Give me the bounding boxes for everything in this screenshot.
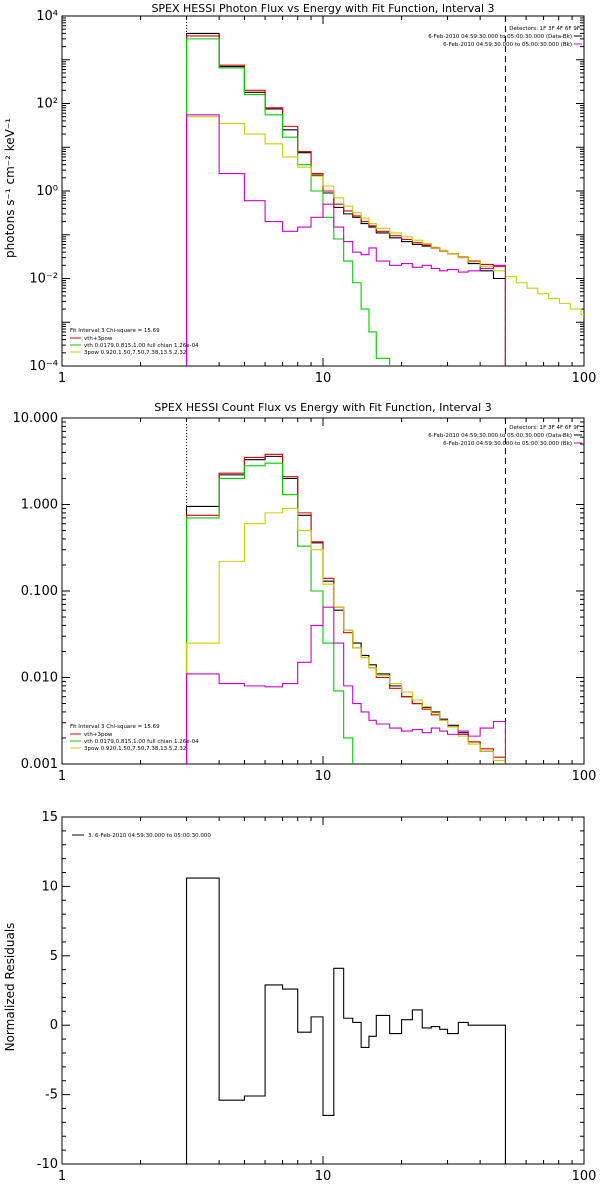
x-tick-label: 10 bbox=[315, 769, 332, 784]
x-tick-label: 10 bbox=[315, 1169, 332, 1184]
y-tick-label: 10⁻² bbox=[29, 272, 58, 287]
panel-1-ylabel: photons s⁻¹ cm⁻² keV⁻¹ bbox=[3, 118, 17, 258]
y-tick-label: 10⁻⁴ bbox=[29, 359, 58, 374]
y-tick-label: 0.100 bbox=[21, 584, 58, 599]
series-3-6-feb-2010-04-59-30-000-to-05-00-30-000 bbox=[185, 877, 506, 1164]
panel-2-legend-right-1: 6-Feb-2010 04:59:30.000 to 05:00:30.000 … bbox=[428, 433, 572, 439]
series-vth bbox=[185, 462, 354, 764]
y-tick-label: 0 bbox=[50, 1018, 58, 1033]
panel-2: SPEX HESSI Count Flux vs Energy with Fit… bbox=[13, 401, 597, 784]
series-bk bbox=[185, 606, 506, 764]
x-tick-label: 100 bbox=[572, 371, 597, 386]
panel-1-title: SPEX HESSI Photon Flux vs Energy with Fi… bbox=[151, 2, 494, 15]
panel-1-legend-right-2: 6-Feb-2010 04:59:30.000 to 05:00:30.000 … bbox=[443, 42, 572, 48]
series-3pow bbox=[185, 116, 584, 366]
panel-2-legend-left-3: 3pow 0.920,1.50,7.50,7.38,13.5,2.32 bbox=[84, 746, 186, 752]
panel-1-legend-right-1: 6-Feb-2010 04:59:30.000 to 05:00:30.000 … bbox=[428, 34, 572, 40]
y-tick-label: -10 bbox=[37, 1157, 58, 1172]
panel-3: Normalized Residuals 1 10 100 -10 -5 0 5 10 15 3… bbox=[3, 810, 596, 1184]
series-bk bbox=[185, 114, 506, 366]
y-tick-label: -5 bbox=[45, 1088, 58, 1103]
y-tick-label: 5 bbox=[50, 949, 58, 964]
y-tick-label: 1.000 bbox=[21, 498, 58, 513]
x-tick-label: 100 bbox=[572, 1169, 597, 1184]
x-tick-label: 1 bbox=[58, 371, 66, 386]
panel-2-legend-right-2: 6-Feb-2010 04:59:30.000 to 05:00:30.000 … bbox=[443, 441, 572, 447]
panel-2-legend-right-0: Detectors: 1F 3F 4F 6F 9F bbox=[509, 425, 580, 431]
x-tick-label: 10 bbox=[315, 371, 332, 386]
y-tick-label: 10⁴ bbox=[36, 9, 58, 24]
panel-1-legend-left-3: 3pow 0.920,1.50,7.50,7.38,13.5,2.32 bbox=[84, 350, 186, 356]
x-tick-label: 1 bbox=[58, 769, 66, 784]
y-tick-label: 0.010 bbox=[21, 671, 58, 686]
x-tick-label: 1 bbox=[58, 1169, 66, 1184]
panel-2-legend-left-2: vth 0.0179,0.815,1.00 full chian 1.26e-0… bbox=[84, 739, 199, 745]
y-tick-label: 10 bbox=[41, 879, 58, 894]
y-tick-label: 10.000 bbox=[13, 411, 59, 426]
y-tick-label: 15 bbox=[41, 810, 58, 825]
panel-1-legend-left-2: vth 0.0179,0.815,1.00 full chian 1.26e-0… bbox=[84, 343, 199, 349]
panel-1-legend-left-1: vth+3pow bbox=[84, 336, 113, 342]
x-tick-label: 100 bbox=[572, 769, 597, 784]
panel-2-legend-left-1: vth+3pow bbox=[84, 732, 113, 738]
y-tick-label: 10² bbox=[36, 97, 58, 112]
panel-1: SPEX HESSI Photon Flux vs Energy with Fi… bbox=[3, 2, 597, 386]
panel-2-legend-left-0: Fit Interval 3 Chi-square = 15.69 bbox=[70, 724, 160, 730]
panel-2-plot: 1 10 100 0.001 0.010 0.100 1.000 10.000 bbox=[13, 411, 597, 784]
panel-3-plot: 1 10 100 -10 -5 0 5 10 15 bbox=[37, 810, 597, 1184]
y-tick-label: 0.001 bbox=[21, 757, 58, 772]
panel-3-ylabel: Normalized Residuals bbox=[3, 923, 17, 1052]
panel-1-legend-right-0: Detectors: 1F 3F 4F 6F 9F bbox=[509, 26, 580, 32]
y-tick-label: 10⁰ bbox=[36, 184, 58, 199]
panel-2-title: SPEX HESSI Count Flux vs Energy with Fit… bbox=[154, 401, 491, 414]
panel-1-plot: 1 10 100 10⁻⁴ 10⁻² 10⁰ 10² 10⁴ bbox=[29, 9, 597, 386]
panel-1-legend-left-0: Fit Interval 3 Chi-square = 15.69 bbox=[70, 328, 160, 334]
panel-3-legend-left-0: 3. 6-Feb-2010 04:59:30.000 to 05:00:30.0… bbox=[88, 833, 211, 839]
